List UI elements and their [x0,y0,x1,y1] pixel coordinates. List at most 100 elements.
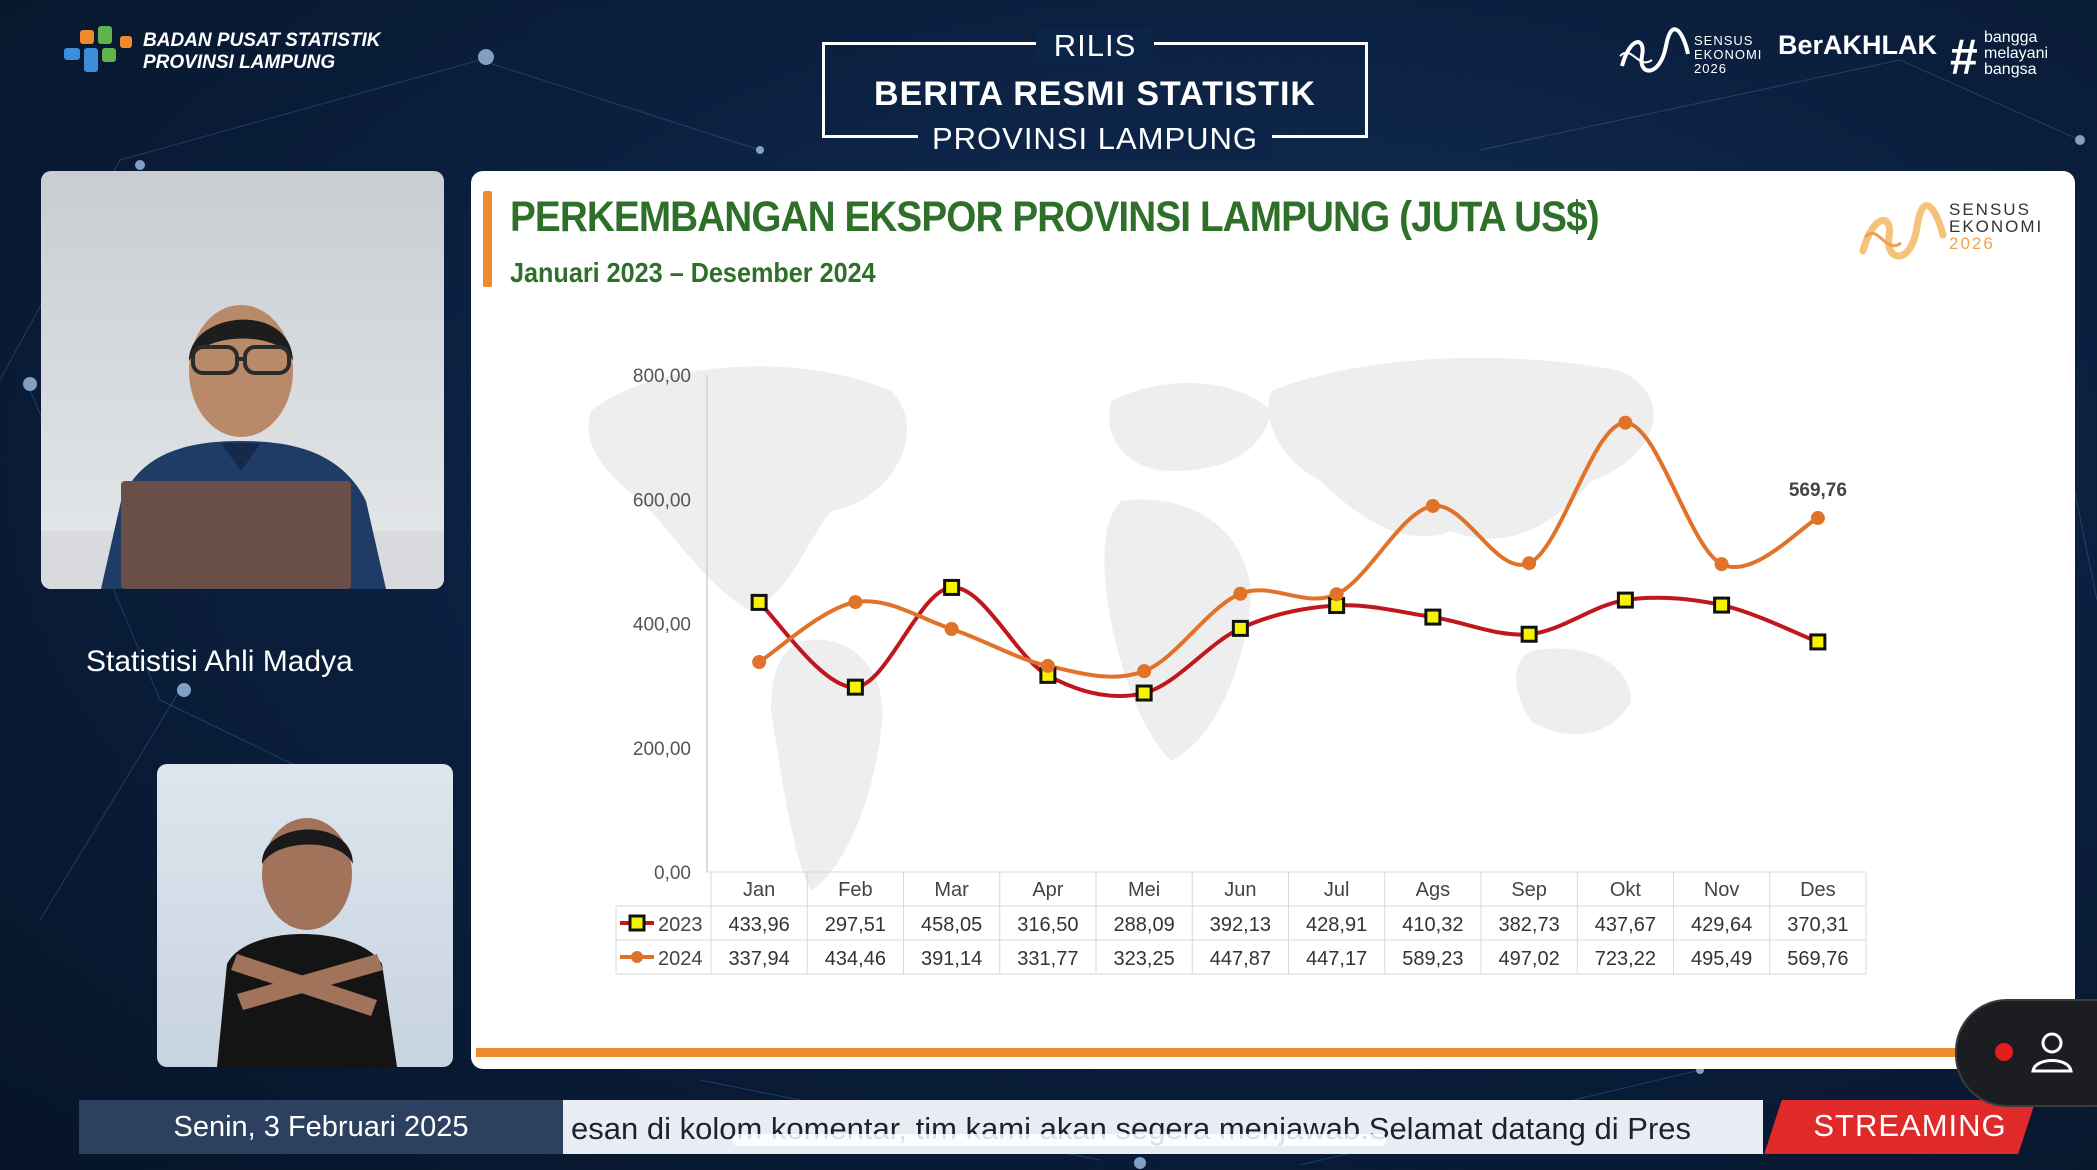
date-bar: Senin, 3 Februari 2025 [79,1100,563,1154]
data-point-2023 [943,578,961,596]
org-name: BADAN PUSAT STATISTIK PROVINSI LAMPUNG [143,30,381,74]
table-cell: 723,22 [1595,948,1656,970]
x-tick-label: Mar [934,879,969,901]
data-point-2023 [1231,619,1249,637]
table-cell: 447,17 [1306,948,1367,970]
data-point-2024 [1522,556,1537,571]
y-tick-label: 800,00 [633,366,691,387]
table-cell: 437,67 [1595,914,1656,936]
table-cell: 288,09 [1114,914,1175,936]
x-tick-label: Mei [1128,879,1160,901]
data-point-2023 [1135,684,1153,702]
export-line-chart: 0,00 200,00 400,00 600,00 800,00 Jan Feb Mar Ap… [588,357,1867,975]
y-tick-label: 0,00 [654,863,691,884]
berakhlak-text: BerAKHLAK [1778,30,1938,60]
data-point-2024 [1137,664,1152,679]
legend-marker-2023 [628,914,646,932]
sensus-line1: SENSUS [1694,33,1754,48]
table-cell: 331,77 [1017,948,1078,970]
data-point-2023 [1424,608,1442,626]
data-point-2024 [1714,557,1729,572]
rilis-province: PROVINSI LAMPUNG [917,121,1273,156]
org-name-line2: PROVINSI LAMPUNG [143,52,336,73]
interpreter-figure [217,818,397,1067]
table-cell: 434,46 [825,948,886,970]
data-point-2024 [752,655,767,670]
bangga-line1: bangga [1984,29,2038,46]
legend-label-2024: 2024 [658,948,703,970]
slide-logo-line1: SENSUS [1949,200,2031,219]
table-cell: 337,94 [729,948,790,970]
sign-language-video [157,764,453,1067]
bangga-melayani-logo: # bangga melayani bangsa [1950,26,2070,86]
presenter-caption: Statistisi Ahli Madya [86,645,353,678]
rilis-title: BERITA RESMI STATISTIK [874,75,1316,113]
table-cell: 323,25 [1114,948,1175,970]
live-dot-icon [1995,1043,2013,1061]
data-point-2023 [846,678,864,696]
table-cell: 447,87 [1210,948,1271,970]
table-cell: 428,91 [1306,914,1367,936]
sensus-line2: EKONOMI [1694,47,1763,62]
x-tick-label: Jan [743,879,775,901]
data-point-2023 [1616,591,1634,609]
rilis-box: RILIS BERITA RESMI STATISTIK PROVINSI LA… [822,28,1368,156]
data-point-2023 [750,593,768,611]
table-cell: 316,50 [1017,914,1078,936]
legend-label-2023: 2023 [658,914,703,936]
y-tick-label: 400,00 [633,615,691,636]
data-point-2023 [1713,596,1731,614]
data-point-2024 [1233,586,1248,601]
table-cell: 433,96 [729,914,790,936]
x-tick-label: Sep [1511,879,1547,901]
sensus-swirl-icon [1859,202,1947,260]
bps-logo [64,26,132,72]
table-cell: 569,76 [1787,948,1848,970]
series-line-2023 [757,585,1819,699]
bangga-line3: bangsa [1984,61,2037,78]
x-tick-label: Jun [1224,879,1256,901]
presenter-video [41,171,444,589]
slide-title: PERKEMBANGAN EKSPOR PROVINSI LAMPUNG (JU… [510,193,1600,241]
presentation-slide: PERKEMBANGAN EKSPOR PROVINSI LAMPUNG (JU… [471,171,2075,1069]
org-name-line1: BADAN PUSAT STATISTIK [143,30,381,51]
streaming-badge: STREAMING [1813,1108,2007,1143]
data-point-2023 [1520,625,1538,643]
slide-logo-line3: 2026 [1949,234,1995,253]
y-tick-label: 200,00 [633,739,691,760]
table-cell: 297,51 [825,914,886,936]
table-cell: 589,23 [1402,948,1463,970]
table-cell: 458,05 [921,914,982,936]
table-cell: 497,02 [1499,948,1560,970]
slide-bottom-bar [476,1048,2075,1057]
x-tick-label: Apr [1032,879,1063,901]
table-cell: 410,32 [1402,914,1463,936]
sensus-line3: 2026 [1694,61,1727,76]
data-point-2024 [944,622,959,637]
world-map-watermark [588,357,1654,891]
x-tick-label: Des [1800,879,1836,901]
slide-subtitle: Januari 2023 – Desember 2024 [510,257,876,288]
broadcast-date: Senin, 3 Februari 2025 [173,1111,469,1143]
slide-logo-line2: EKONOMI [1949,217,2044,236]
title-accent-bar [483,191,492,287]
table-cell: 495,49 [1691,948,1752,970]
x-tick-label: Jul [1324,879,1350,901]
bangga-line2: melayani [1984,45,2049,62]
presenter-figure [41,305,444,589]
legend-marker-2024 [631,951,643,963]
sensus-swirl-icon [1619,27,1690,73]
sensus-ekonomi-logo: SENSUS EKONOMI 2026 [1616,26,1776,86]
x-tick-label: Okt [1610,879,1642,901]
data-point-2024 [1040,658,1055,673]
video-progress-scrubber[interactable] [732,1134,1386,1146]
live-viewer-button[interactable] [1955,999,2097,1107]
data-point-2024 [1810,511,1825,526]
table-cell: 392,13 [1210,914,1271,936]
data-point-2024 [1329,587,1344,602]
slide-sensus-logo: SENSUS EKONOMI 2026 [1857,201,2047,281]
table-cell: 382,73 [1499,914,1560,936]
data-point-2023 [1809,633,1827,651]
table-cell: 370,31 [1787,914,1848,936]
rilis-label: RILIS [1035,28,1155,63]
